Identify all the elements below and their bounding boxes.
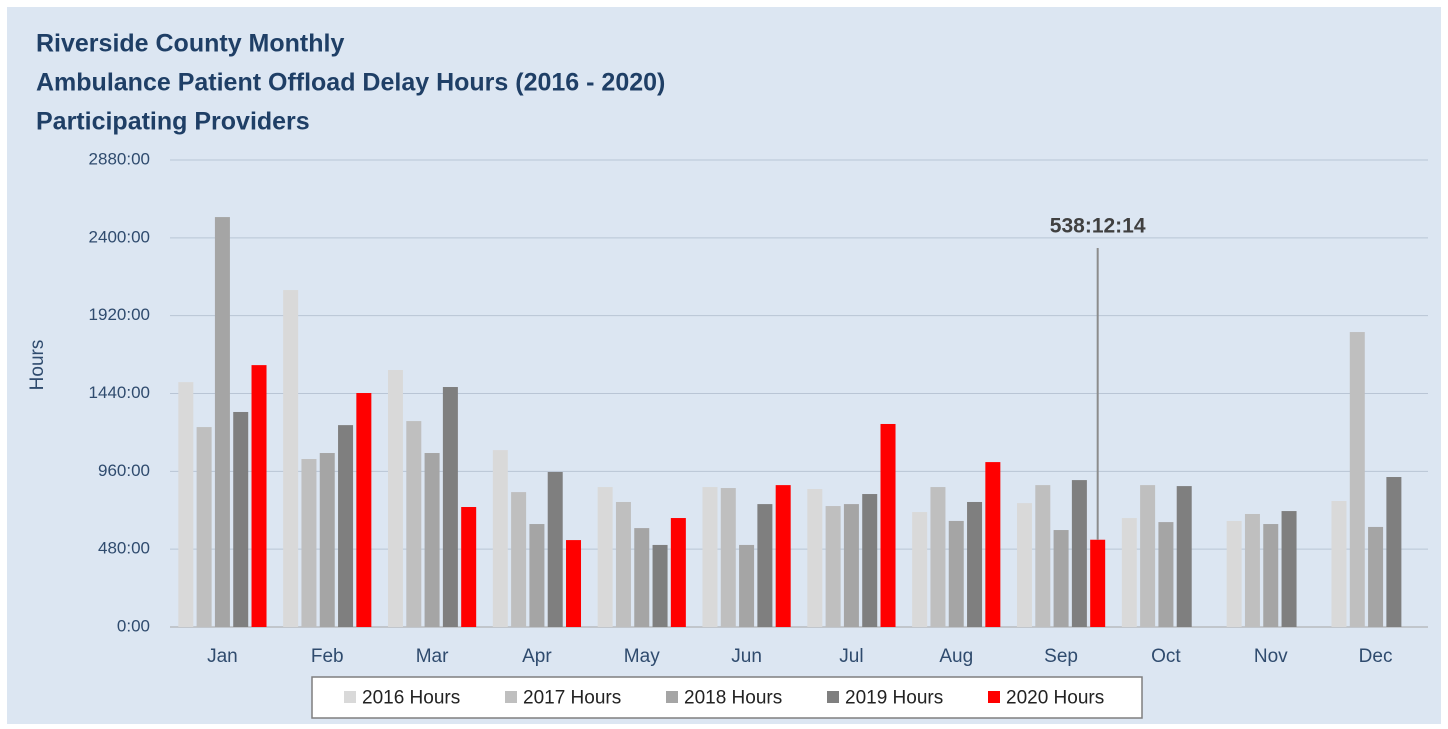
legend-label: 2018 Hours bbox=[684, 688, 782, 709]
y-axis-label: Hours bbox=[27, 340, 48, 391]
chart-title: Ambulance Patient Offload Delay Hours (2… bbox=[36, 69, 665, 97]
bar bbox=[1349, 332, 1365, 627]
bar bbox=[251, 365, 267, 627]
bar bbox=[948, 520, 964, 627]
bar bbox=[1368, 526, 1384, 627]
bar bbox=[356, 393, 372, 627]
legend-swatch bbox=[827, 691, 839, 703]
bar bbox=[196, 427, 212, 627]
legend-swatch bbox=[505, 691, 517, 703]
x-tick-label: Sep bbox=[1044, 646, 1078, 667]
legend-label: 2016 Hours bbox=[362, 688, 460, 709]
x-tick-label: May bbox=[624, 646, 660, 667]
bar bbox=[880, 423, 896, 627]
bar bbox=[652, 544, 668, 627]
bar bbox=[757, 504, 773, 627]
x-tick-label: Dec bbox=[1359, 646, 1393, 667]
bar bbox=[807, 489, 823, 627]
legend-label: 2020 Hours bbox=[1006, 688, 1104, 709]
bar bbox=[214, 217, 230, 628]
x-tick-label: Oct bbox=[1151, 646, 1181, 667]
chart-title: Participating Providers bbox=[36, 108, 310, 136]
bar bbox=[301, 459, 317, 627]
bar bbox=[406, 421, 422, 627]
bar bbox=[843, 504, 859, 627]
x-tick-label: Jul bbox=[839, 646, 863, 667]
bar bbox=[319, 453, 335, 627]
bar bbox=[670, 518, 686, 627]
bar bbox=[283, 290, 299, 627]
legend-swatch bbox=[988, 691, 1000, 703]
bar bbox=[702, 487, 718, 627]
y-tick-label: 2400:00 bbox=[89, 227, 150, 246]
bar bbox=[930, 487, 946, 627]
bar bbox=[1176, 486, 1192, 627]
y-tick-label: 480:00 bbox=[98, 539, 150, 558]
bar bbox=[511, 492, 527, 627]
y-tick-label: 1920:00 bbox=[89, 305, 150, 324]
chart-title: Riverside County Monthly bbox=[36, 30, 344, 58]
bar bbox=[442, 387, 458, 627]
bar bbox=[492, 450, 508, 627]
bar bbox=[1121, 518, 1137, 627]
bar bbox=[862, 494, 878, 627]
bar bbox=[233, 411, 249, 627]
bar bbox=[912, 512, 928, 627]
x-tick-label: Nov bbox=[1254, 646, 1288, 667]
bar bbox=[547, 471, 563, 627]
bar bbox=[1035, 485, 1051, 627]
bar bbox=[1090, 539, 1106, 627]
x-tick-label: Jun bbox=[731, 646, 762, 667]
bar bbox=[775, 485, 791, 627]
x-tick-label: Apr bbox=[522, 646, 552, 667]
legend bbox=[311, 676, 1143, 719]
bar bbox=[566, 540, 582, 627]
bar bbox=[1071, 480, 1087, 627]
bar bbox=[178, 382, 194, 627]
bar bbox=[634, 528, 650, 627]
legend-swatch bbox=[344, 691, 356, 703]
annotation: 538:12:14 bbox=[1050, 215, 1146, 238]
y-tick-label: 2880:00 bbox=[89, 149, 150, 168]
bar bbox=[1226, 520, 1242, 627]
x-tick-label: Mar bbox=[416, 646, 449, 667]
bar bbox=[1016, 503, 1032, 627]
legend-swatch bbox=[666, 691, 678, 703]
bar bbox=[615, 501, 631, 627]
bar bbox=[597, 487, 613, 627]
bar bbox=[985, 462, 1001, 627]
bar bbox=[338, 425, 354, 627]
bar bbox=[1244, 513, 1260, 627]
bar bbox=[1281, 511, 1297, 627]
bar bbox=[1158, 522, 1174, 627]
y-tick-label: 960:00 bbox=[98, 461, 150, 480]
bar bbox=[1053, 530, 1069, 627]
bar bbox=[739, 544, 755, 627]
legend-label: 2019 Hours bbox=[845, 688, 943, 709]
bar bbox=[387, 369, 403, 627]
legend-label: 2017 Hours bbox=[523, 688, 621, 709]
x-tick-label: Feb bbox=[311, 646, 344, 667]
bar bbox=[967, 501, 983, 627]
bar bbox=[825, 506, 841, 627]
bar bbox=[720, 488, 736, 627]
bar bbox=[1331, 501, 1347, 627]
bar bbox=[1140, 485, 1156, 627]
y-tick-label: 1440:00 bbox=[89, 383, 150, 402]
x-tick-label: Jan bbox=[207, 646, 238, 667]
bar bbox=[1263, 524, 1279, 627]
bar bbox=[1386, 477, 1402, 627]
y-tick-label: 0:00 bbox=[117, 616, 150, 635]
bar bbox=[529, 524, 545, 627]
bar bbox=[424, 453, 440, 627]
x-tick-label: Aug bbox=[939, 646, 973, 667]
bar bbox=[461, 507, 477, 627]
